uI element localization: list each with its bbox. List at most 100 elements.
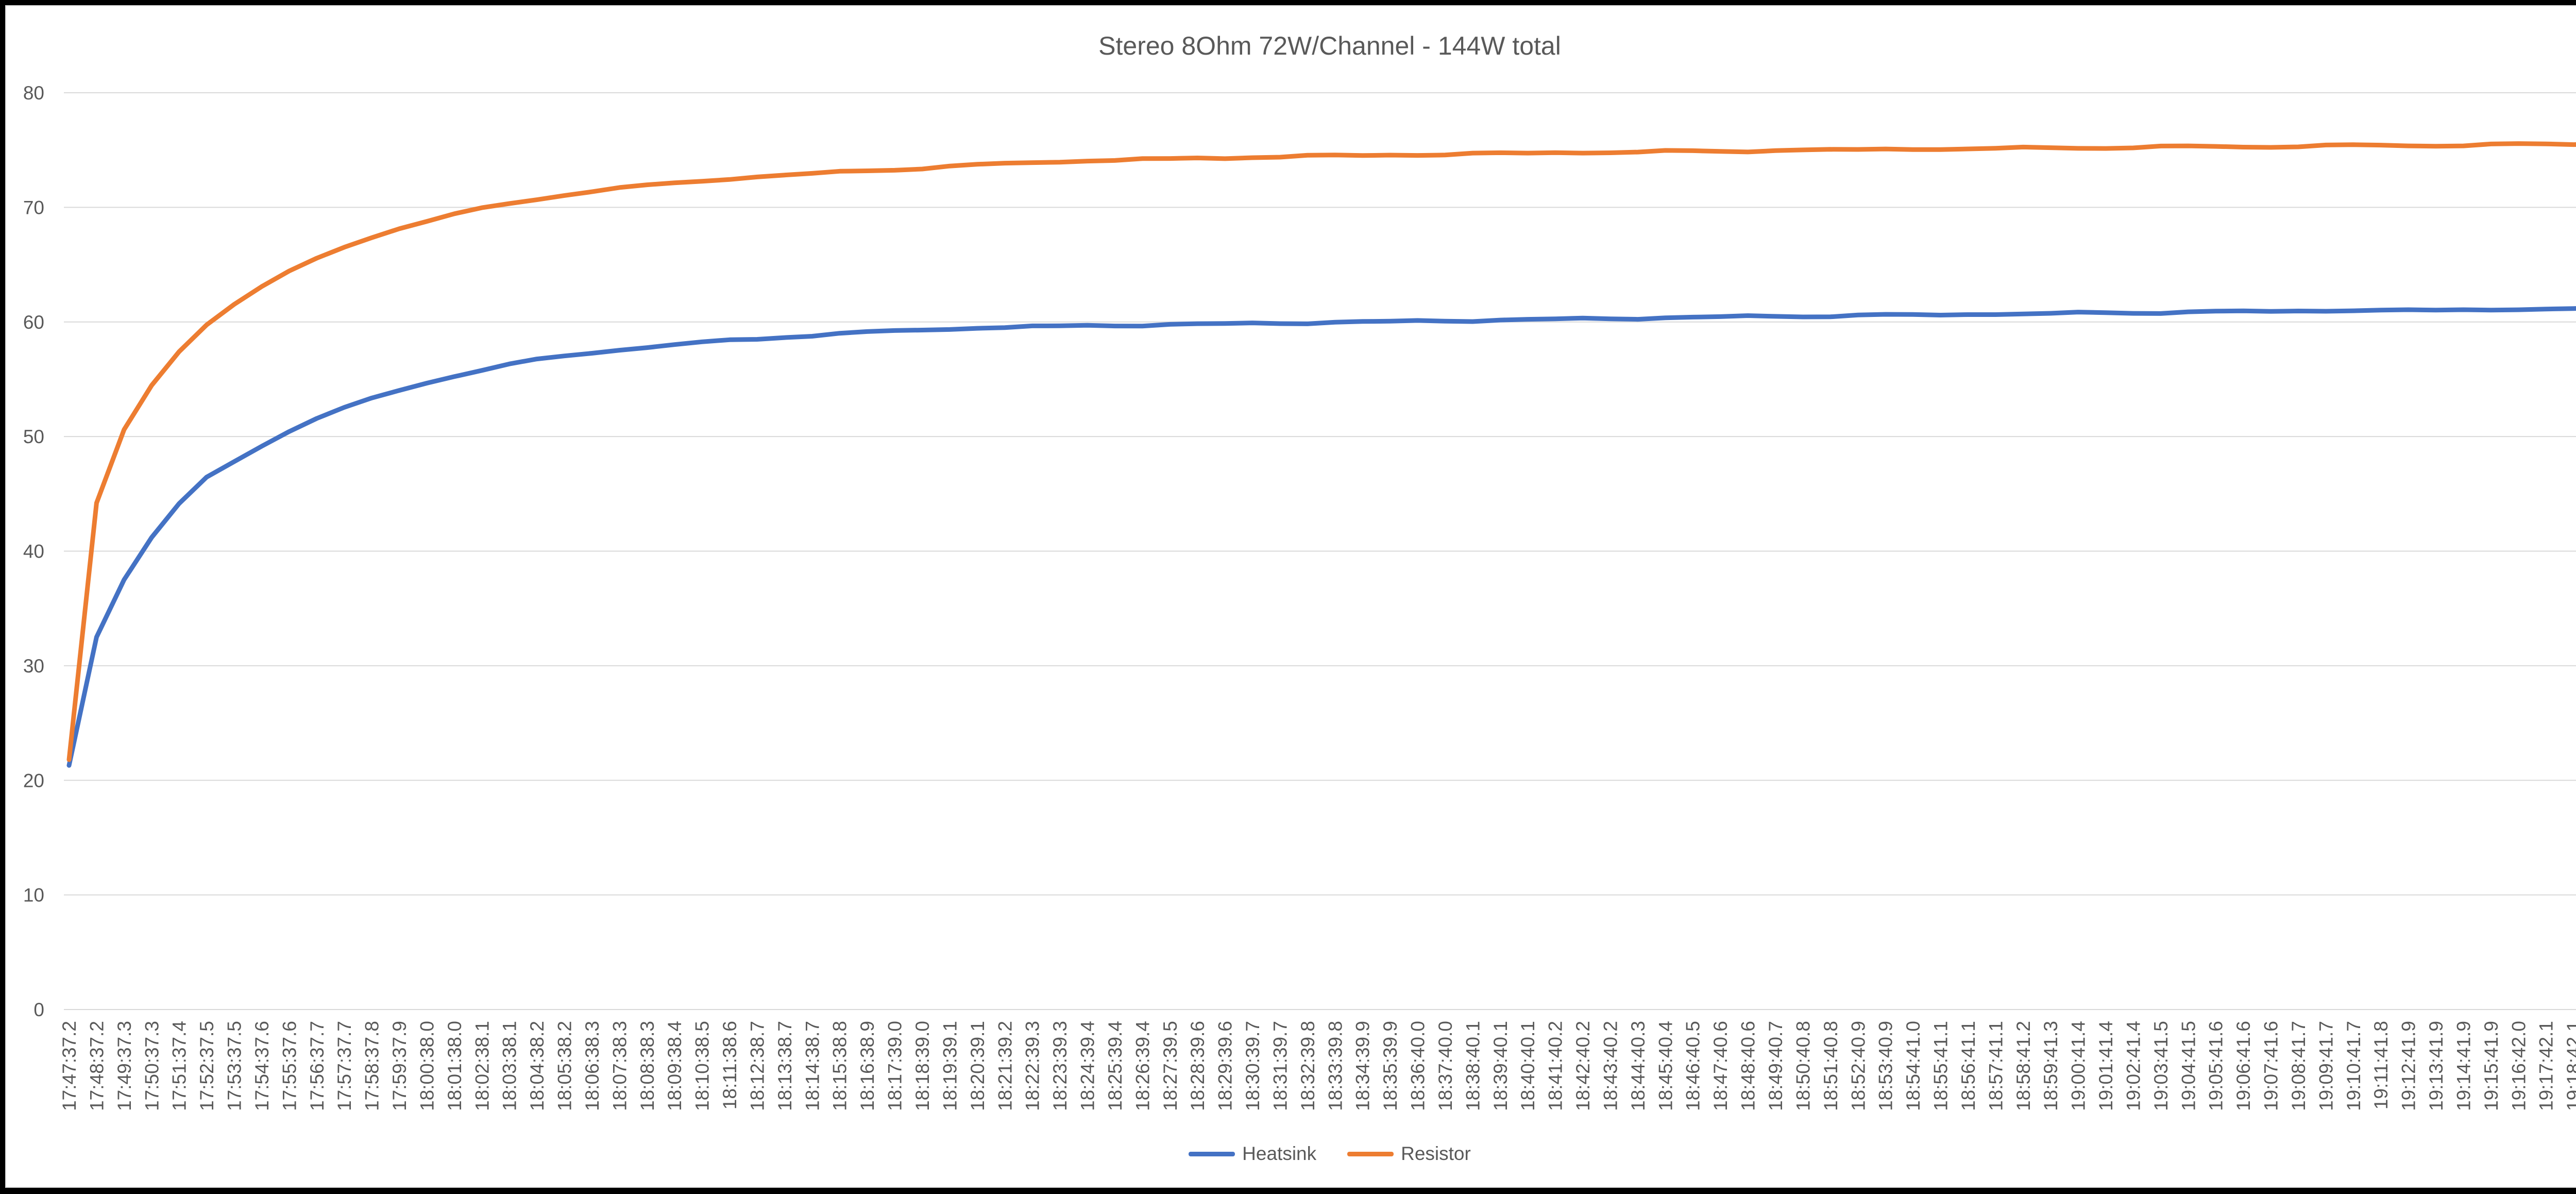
- x-tick-label: 19:10:41.7: [2343, 1021, 2364, 1111]
- x-tick-label: 18:21:39.2: [994, 1021, 1015, 1111]
- x-tick-label: 19:14:41.9: [2453, 1021, 2474, 1111]
- y-tick-label: 20: [23, 770, 44, 791]
- x-tick-label: 19:11:41.8: [2370, 1021, 2392, 1109]
- x-tick-label: 18:14:38.7: [802, 1021, 823, 1111]
- x-tick-label: 17:51:37.4: [169, 1021, 190, 1111]
- x-tick-label: 18:54:41.0: [1903, 1021, 1924, 1111]
- x-tick-label: 18:10:38.5: [692, 1021, 713, 1111]
- x-tick-label: 17:56:37.7: [307, 1021, 328, 1111]
- x-tick-label: 19:16:42.0: [2508, 1021, 2529, 1111]
- x-tick-label: 18:25:39.4: [1105, 1021, 1126, 1111]
- chart-frame: Stereo 8Ohm 72W/Channel - 144W total 0 10…: [5, 5, 2576, 1188]
- x-tick-label: 18:29:39.6: [1215, 1021, 1236, 1111]
- x-tick-label: 17:47:37.2: [59, 1021, 80, 1111]
- x-tick-label: 18:48:40.6: [1738, 1021, 1759, 1111]
- x-tick-label: 18:03:38.1: [499, 1021, 520, 1111]
- x-tick-label: 18:18:39.0: [912, 1021, 933, 1111]
- y-tick-label: 10: [23, 885, 44, 906]
- x-tick-label: 18:07:38.3: [609, 1021, 630, 1111]
- x-tick-label: 18:47:40.6: [1710, 1021, 1731, 1111]
- y-tick-label: 40: [23, 541, 44, 562]
- x-tick-label: 18:23:39.3: [1049, 1021, 1071, 1111]
- x-tick-label: 19:00:41.4: [2068, 1021, 2089, 1111]
- series-line-heatsink: [66, 306, 2576, 768]
- x-tick-label: 17:58:37.8: [362, 1021, 383, 1111]
- x-tick-label: 19:07:41.6: [2261, 1021, 2282, 1111]
- x-tick-label: 18:22:39.3: [1022, 1021, 1043, 1111]
- x-tick-label: 18:37:40.0: [1435, 1021, 1456, 1111]
- x-tick-label: 19:09:41.7: [2315, 1021, 2336, 1111]
- x-tick-label: 19:17:42.1: [2536, 1021, 2557, 1111]
- x-tick-label: 19:13:41.9: [2426, 1021, 2447, 1111]
- series-line-resistor: [66, 141, 2576, 762]
- x-tick-label: 18:43:40.2: [1600, 1021, 1621, 1111]
- x-tick-label: 17:49:37.3: [114, 1021, 135, 1111]
- x-tick-label: 19:18:42.1: [2563, 1021, 2576, 1111]
- y-tick-label: 50: [23, 426, 44, 447]
- series-lines: [66, 141, 2576, 768]
- x-tick-label: 18:44:40.3: [1628, 1021, 1649, 1111]
- x-tick-label: 18:50:40.8: [1792, 1021, 1814, 1111]
- x-tick-label: 18:35:39.9: [1380, 1021, 1401, 1111]
- x-tick-label: 18:15:38.8: [829, 1021, 851, 1111]
- x-tick-label: 18:36:40.0: [1408, 1021, 1429, 1111]
- legend-label: Resistor: [1401, 1143, 1471, 1164]
- x-tick-label: 18:49:40.7: [1765, 1021, 1786, 1111]
- x-tick-label: 19:04:41.5: [2178, 1021, 2199, 1111]
- x-tick-label: 17:59:37.9: [389, 1021, 410, 1111]
- x-tick-label: 18:13:38.7: [774, 1021, 795, 1111]
- x-tick-label: 18:59:41.3: [2040, 1021, 2061, 1111]
- x-tick-label: 18:24:39.4: [1077, 1021, 1098, 1111]
- x-tick-label: 18:30:39.7: [1242, 1021, 1263, 1111]
- x-tick-label: 17:57:37.7: [334, 1021, 355, 1111]
- legend-item-heatsink: Heatsink: [1189, 1143, 1316, 1165]
- x-tick-label: 18:01:38.0: [444, 1021, 465, 1111]
- x-tick-label: 18:09:38.4: [664, 1021, 685, 1111]
- x-tick-label: 18:27:39.5: [1160, 1021, 1181, 1111]
- x-tick-label: 18:38:40.1: [1462, 1021, 1483, 1111]
- x-tick-label: 18:28:39.6: [1187, 1021, 1208, 1111]
- x-tick-label: 18:32:39.8: [1297, 1021, 1318, 1111]
- legend-item-resistor: Resistor: [1347, 1143, 1471, 1165]
- x-tick-label: 19:02:41.4: [2123, 1021, 2144, 1111]
- legend-swatch: [1189, 1151, 1235, 1156]
- legend: Heatsink Resistor: [6, 1143, 2576, 1165]
- x-tick-label: 18:56:41.1: [1958, 1021, 1979, 1111]
- x-tick-label: 18:39:40.1: [1490, 1021, 1511, 1111]
- x-tick-label: 18:04:38.2: [527, 1021, 548, 1111]
- y-tick-label: 70: [23, 197, 44, 218]
- x-tick-label: 18:34:39.9: [1352, 1021, 1374, 1111]
- x-tick-label: 18:17:39.0: [885, 1021, 906, 1111]
- x-tick-label: 18:26:39.4: [1132, 1021, 1153, 1111]
- x-tick-label: 18:16:38.9: [857, 1021, 878, 1111]
- x-tick-label: 19:01:41.4: [2095, 1021, 2116, 1111]
- x-tick-label: 17:52:37.5: [196, 1021, 217, 1111]
- x-tick-label: 18:31:39.7: [1269, 1021, 1291, 1111]
- y-tick-label: 0: [33, 999, 44, 1020]
- x-tick-label: 17:55:37.6: [279, 1021, 300, 1111]
- x-tick-label: 18:45:40.4: [1655, 1021, 1676, 1111]
- x-tick-label: 18:40:40.1: [1517, 1021, 1538, 1111]
- x-tick-label: 19:03:41.5: [2150, 1021, 2172, 1111]
- x-tick-label: 18:12:38.7: [747, 1021, 768, 1111]
- x-tick-label: 18:05:38.2: [554, 1021, 575, 1111]
- x-tick-label: 18:00:38.0: [416, 1021, 437, 1111]
- x-tick-label: 18:08:38.3: [637, 1021, 658, 1111]
- y-axis-tick-labels: 0 10 20 30 40 50 60 70 80: [23, 82, 44, 1020]
- y-tick-label: 30: [23, 655, 44, 677]
- legend-label: Heatsink: [1242, 1143, 1317, 1164]
- chart-title: Stereo 8Ohm 72W/Channel - 144W total: [1098, 31, 1561, 60]
- y-tick-label: 60: [23, 312, 44, 333]
- x-tick-label: 18:51:40.8: [1820, 1021, 1841, 1111]
- x-tick-label: 19:08:41.7: [2288, 1021, 2309, 1111]
- x-tick-label: 19:06:41.6: [2233, 1021, 2254, 1111]
- x-tick-label: 17:50:37.3: [141, 1021, 162, 1111]
- x-tick-label: 18:19:39.1: [939, 1021, 960, 1111]
- x-tick-label: 18:52:40.9: [1848, 1021, 1869, 1111]
- x-tick-label: 18:02:38.1: [471, 1021, 493, 1111]
- x-tick-label: 18:42:40.2: [1572, 1021, 1594, 1111]
- x-tick-label: 17:53:37.5: [224, 1021, 245, 1111]
- x-tick-label: 18:41:40.2: [1545, 1021, 1566, 1111]
- x-tick-label: 18:55:41.1: [1930, 1021, 1952, 1111]
